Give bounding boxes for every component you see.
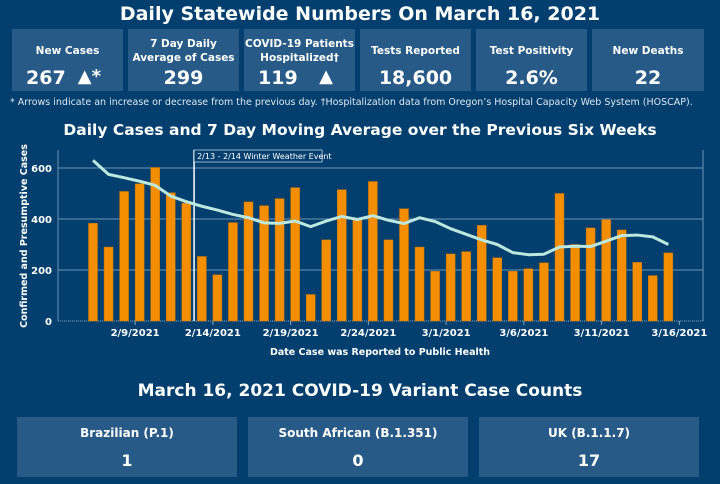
chart-title: Daily Cases and 7 Day Moving Average ove… [63,121,657,139]
card-value: 299 [163,67,204,89]
bar-2/14 [197,256,207,322]
card-hospitalized: COVID-19 Patients Hospitalized† 119 ▲ [244,29,355,91]
bar-2/18 [259,205,269,322]
y-axis-label: Confirmed and Presumptive Cases [19,144,30,328]
variant-value: 17 [577,451,601,470]
y-tick-label: 200 [31,266,52,277]
moving-average-line [91,159,670,257]
page-title: Daily Statewide Numbers On March 16, 202… [119,3,601,25]
bar-3/13 [616,229,627,322]
y-tick-label: 400 [31,215,52,226]
footnote: * Arrows indicate an increase or decreas… [10,97,693,108]
variant-value: 0 [352,451,364,470]
y-tick-label: 600 [31,164,52,175]
bar-2/16 [228,222,238,322]
bar-3/3 [461,251,471,322]
bar-2/23 [337,189,347,322]
variant-card-south-african: South African (B.1.351) 0 [248,417,468,477]
bar-3/4 [477,225,487,322]
x-axis-label: Date Case was Reported to Public Health [270,347,490,358]
variant-card-uk: UK (B.1.1.7) 17 [479,417,699,477]
variant-title: March 16, 2021 COVID-19 Variant Case Cou… [137,381,583,401]
bar-2/28 [414,246,425,322]
card-new-deaths: New Deaths 22 [592,29,704,91]
bar-3/6 [508,271,518,322]
bar-2/19 [274,198,285,322]
bar-2/13 [181,202,192,322]
bar-3/8 [539,262,549,322]
variant-value: 1 [121,451,133,470]
card-label: COVID-19 Patients Hospitalized† [245,38,354,64]
card-test-positivity: Test Positivity 2.6% [476,29,587,91]
bar-2/15 [212,274,223,322]
bar-3/14 [632,262,642,322]
bar-3/15 [648,275,658,322]
card-value: 18,600 [378,67,453,89]
x-tick-label: 2/24/2021 [340,328,396,339]
bar-2/11 [150,167,160,322]
annotation-label: 2/13 - 2/14 Winter Weather Event [197,152,332,161]
x-tick-label: 3/6/2021 [499,328,548,339]
card-value: 22 [634,67,662,89]
bar-3/5 [492,257,503,322]
bar-2/21 [305,294,316,322]
x-tick-label: 3/11/2021 [574,328,630,339]
card-label: 7 Day Daily Average of Cases [132,38,235,64]
bar-2/25 [368,181,378,322]
card-new-cases: New Cases 267 ▲* [12,29,123,91]
card-value: 2.6% [505,67,558,89]
bar-2/8 [103,246,114,322]
bar-2/20 [290,187,300,322]
bar-3/1 [430,271,440,322]
bar-2/10 [134,183,145,322]
card-7day-average: 7 Day Daily Average of Cases 299 [128,29,239,91]
y-tick-label: 0 [45,317,52,328]
bar-2/27 [399,208,409,322]
x-tick-label: 3/16/2021 [651,328,707,339]
bar-2/12 [166,192,176,322]
card-tests-reported: Tests Reported 18,600 [360,29,471,91]
card-label: New Deaths [612,45,684,57]
up-arrow-icon: ▲* [77,66,101,87]
x-tick-label: 2/19/2021 [263,328,319,339]
variant-card-brazilian: Brazilian (P.1) 1 [17,417,237,477]
bar-2/9 [119,191,129,322]
bar-2/7 [88,223,98,322]
bar-3/10 [570,244,580,322]
x-tick-label: 2/14/2021 [185,328,241,339]
bar-3/12 [601,219,611,322]
annotation-box [193,149,323,163]
bar-3/2 [445,253,456,322]
variant-label: South African (B.1.351) [278,426,438,440]
bar-3/11 [585,227,596,322]
x-tick-label: 2/9/2021 [111,328,160,339]
bar-2/22 [321,239,331,322]
variant-label: Brazilian (P.1) [80,426,174,440]
bar-3/7 [523,268,534,322]
card-value: 119 [258,67,298,89]
card-label: Tests Reported [371,45,460,57]
bar-2/24 [352,219,363,322]
bar-2/26 [383,239,394,322]
up-arrow-icon: ▲ [319,66,333,87]
card-value: 267 [26,67,66,89]
card-label: New Cases [35,45,100,57]
x-tick-label: 3/1/2021 [422,328,471,339]
card-label: Test Positivity [489,45,574,57]
variant-label: UK (B.1.1.7) [547,426,631,440]
bar-2/17 [243,201,254,322]
bar-3/9 [554,193,565,322]
bar-3/16 [663,252,674,322]
